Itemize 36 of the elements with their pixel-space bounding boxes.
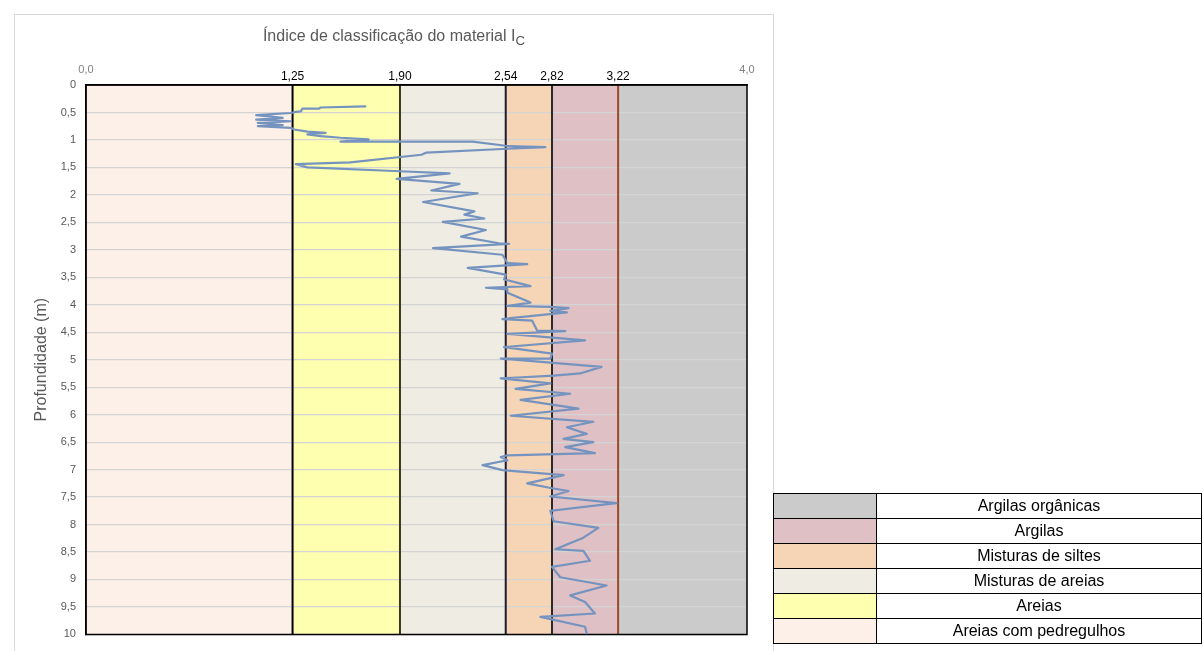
y-tick-label: 8,5 xyxy=(60,545,76,558)
y-tick-label: 4,5 xyxy=(60,325,76,338)
y-tick-label: 1 xyxy=(69,132,76,145)
text: Misturas de siltes xyxy=(876,543,1202,569)
y-tick-label: 2 xyxy=(69,187,76,200)
text: Argilas xyxy=(876,518,1202,544)
ref-line-label: 1,90 xyxy=(388,69,412,84)
y-tick-label: 3 xyxy=(69,242,76,255)
y-tick-label: 10 xyxy=(63,627,76,640)
ref-line-label: 3,22 xyxy=(606,69,631,84)
y-tick-label: 0 xyxy=(69,78,76,91)
y-tick-label: 5 xyxy=(69,352,76,365)
y-tick-label: 6,5 xyxy=(60,435,76,448)
y-tick-label: 9 xyxy=(69,572,76,585)
y-axis-title: Profundidade (m) xyxy=(32,297,50,422)
text: Areias com pedregulhos xyxy=(876,618,1202,644)
y-tick-label: 6 xyxy=(69,407,76,420)
y-tick-label: 5,5 xyxy=(60,380,76,393)
text: Argilas orgânicas xyxy=(876,493,1202,519)
y-tick-label: 4 xyxy=(69,297,76,310)
text: Misturas de areias xyxy=(876,568,1202,594)
ref-line-label: 1,25 xyxy=(280,69,305,84)
y-tick-label: 7 xyxy=(69,462,76,475)
y-tick-label: 8 xyxy=(69,517,76,530)
y-tick-label: 1,5 xyxy=(60,160,76,173)
y-tick-label: 0,5 xyxy=(60,105,76,118)
ref-line-label: 2,82 xyxy=(540,69,565,84)
chart-title: Índice de classificação do material I$_{C}$ xyxy=(261,27,527,49)
x-tick-label: 4,0 xyxy=(739,63,755,76)
y-tick-label: 7,5 xyxy=(60,490,76,503)
y-tick-label: 2,5 xyxy=(60,215,76,228)
x-tick-label: 0,0 xyxy=(78,63,94,76)
ref-line-label: 2,54 xyxy=(494,69,518,84)
y-tick-label: 3,5 xyxy=(60,270,76,283)
y-tick-label: 9,5 xyxy=(60,599,76,612)
text: Areias xyxy=(876,593,1202,619)
